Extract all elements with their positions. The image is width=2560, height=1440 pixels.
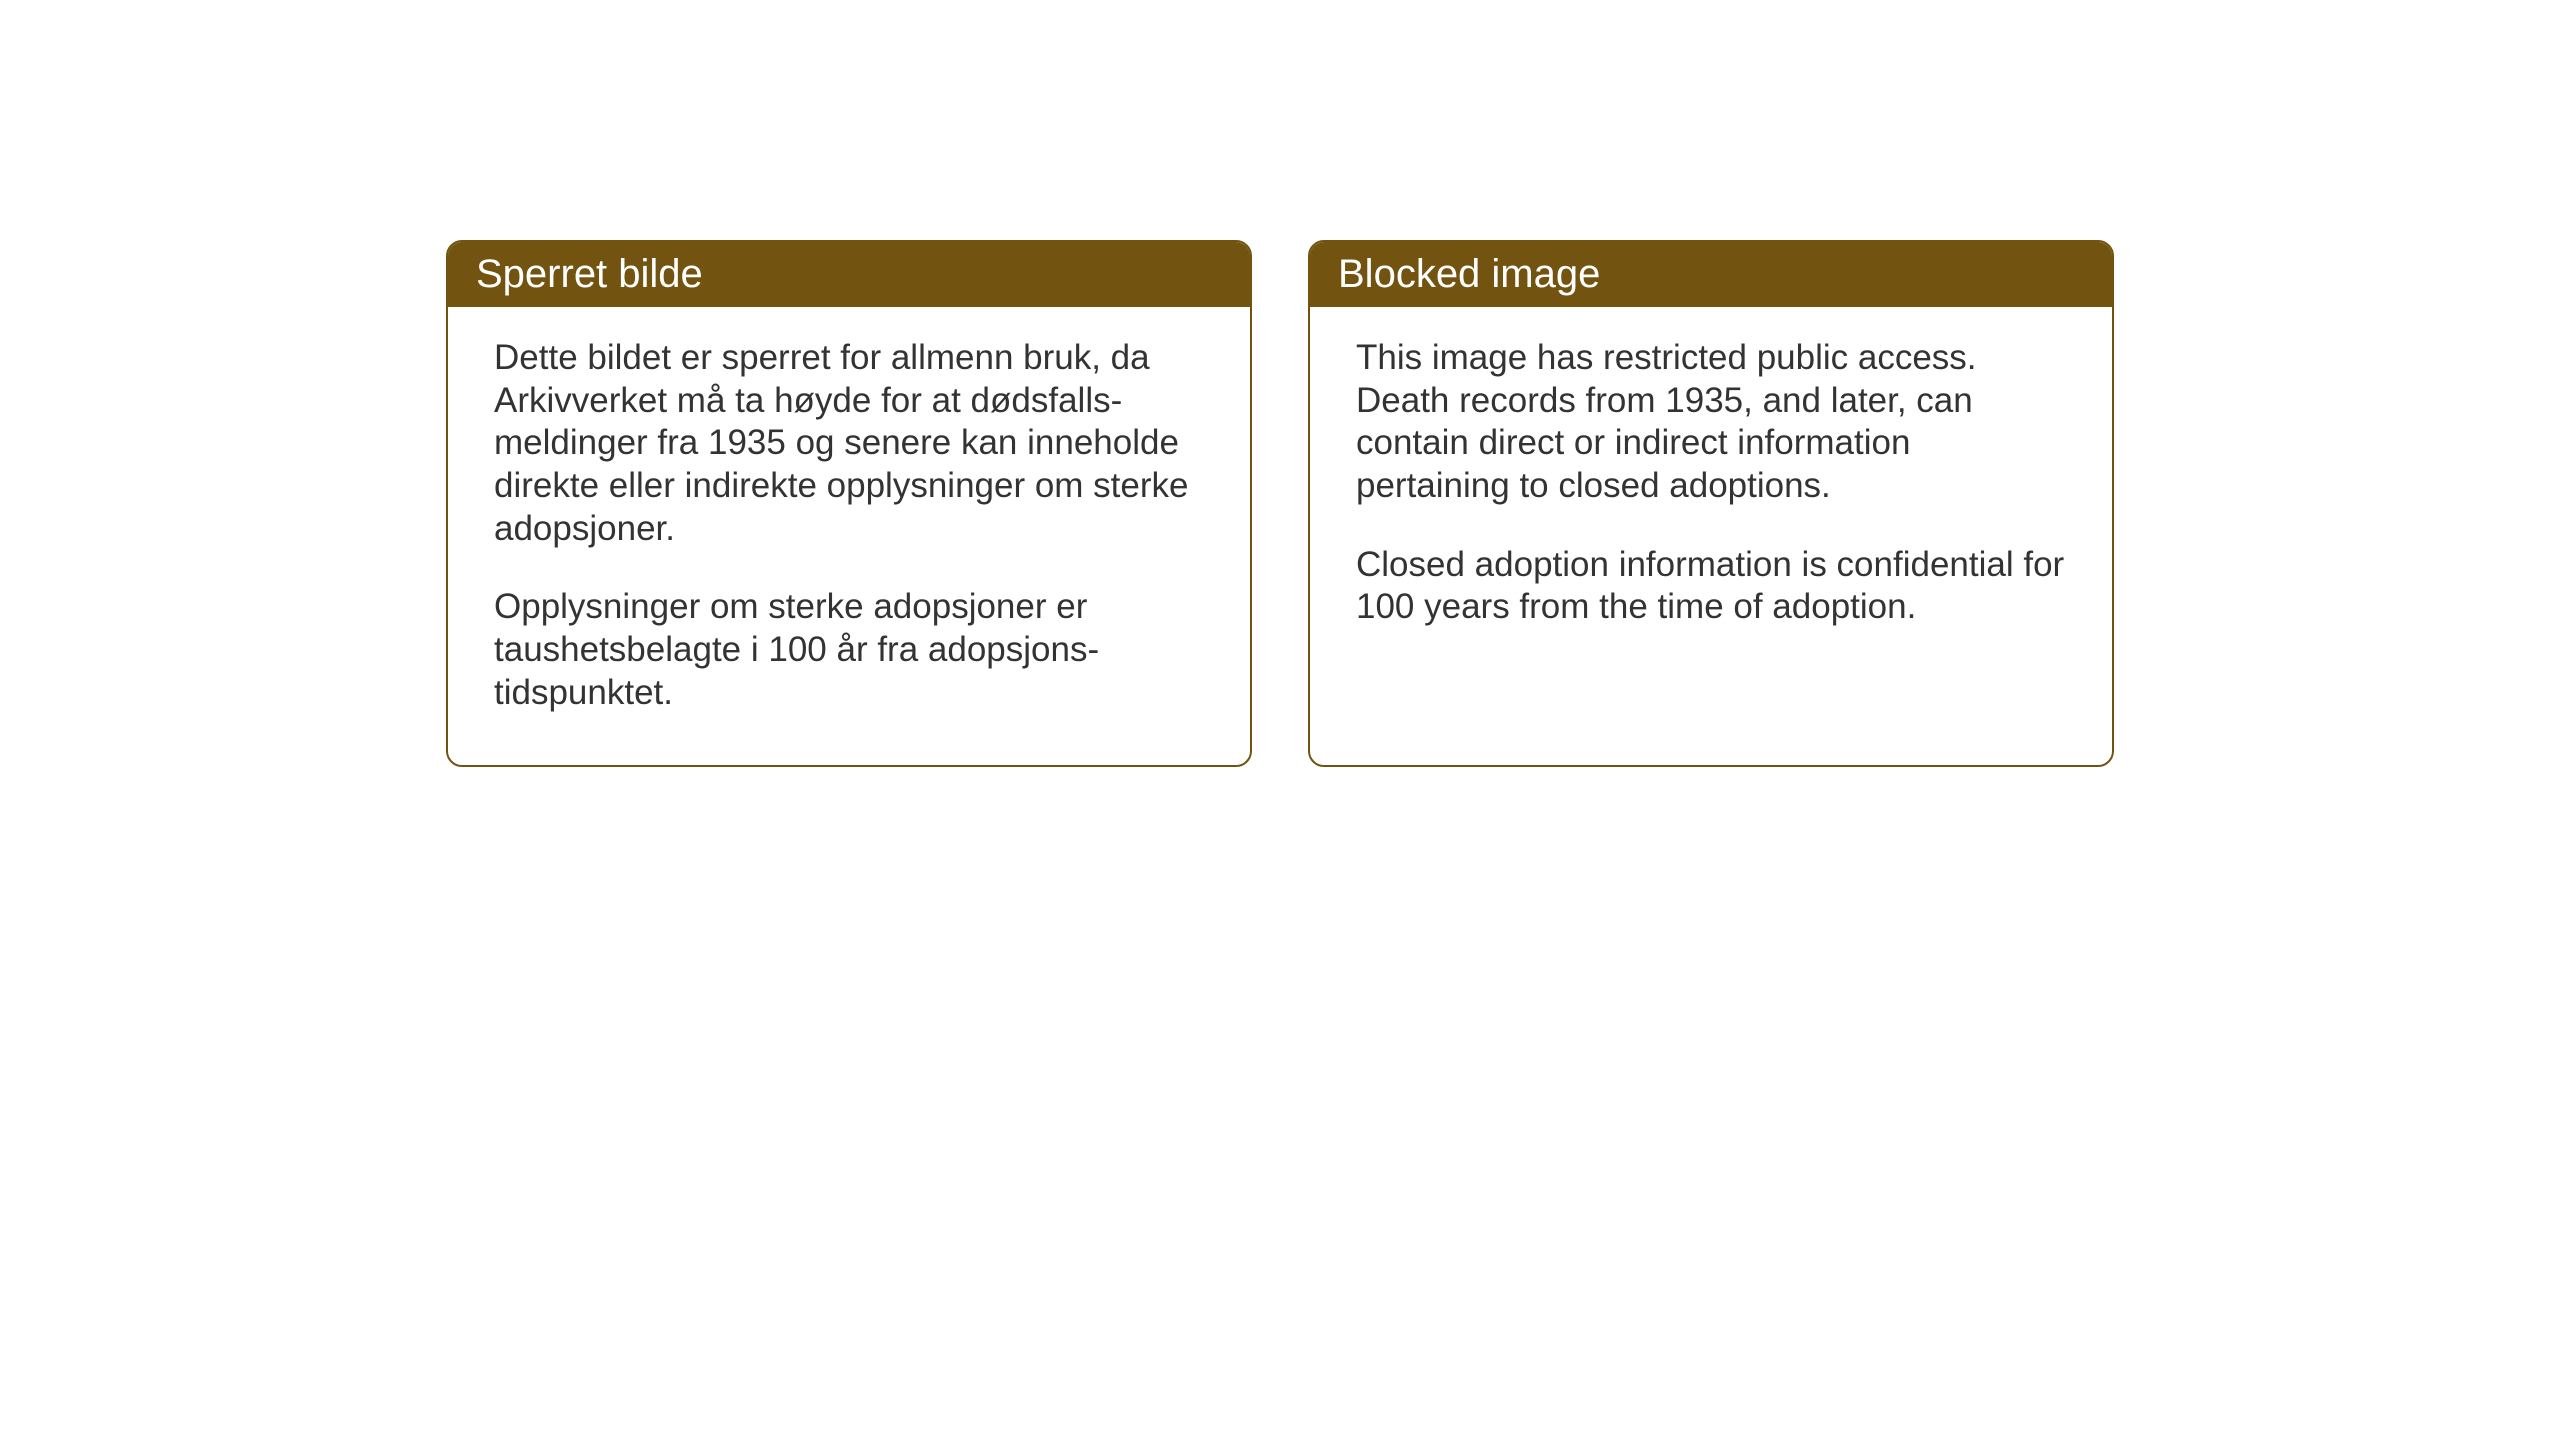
notice-body-norwegian: Dette bildet er sperret for allmenn bruk… bbox=[448, 307, 1250, 765]
notice-paragraph-1-norwegian: Dette bildet er sperret for allmenn bruk… bbox=[494, 337, 1204, 550]
notice-paragraph-2-norwegian: Opplysninger om sterke adopsjoner er tau… bbox=[494, 586, 1204, 714]
notice-paragraph-2-english: Closed adoption information is confident… bbox=[1356, 544, 2066, 629]
notice-container: Sperret bilde Dette bildet er sperret fo… bbox=[0, 0, 2560, 767]
notice-title-english: Blocked image bbox=[1338, 252, 1600, 296]
notice-card-english: Blocked image This image has restricted … bbox=[1308, 240, 2114, 767]
notice-title-norwegian: Sperret bilde bbox=[476, 252, 703, 296]
notice-card-norwegian: Sperret bilde Dette bildet er sperret fo… bbox=[446, 240, 1252, 767]
notice-header-norwegian: Sperret bilde bbox=[448, 242, 1250, 307]
notice-header-english: Blocked image bbox=[1310, 242, 2112, 307]
notice-body-english: This image has restricted public access.… bbox=[1310, 307, 2112, 679]
notice-paragraph-1-english: This image has restricted public access.… bbox=[1356, 337, 2066, 508]
